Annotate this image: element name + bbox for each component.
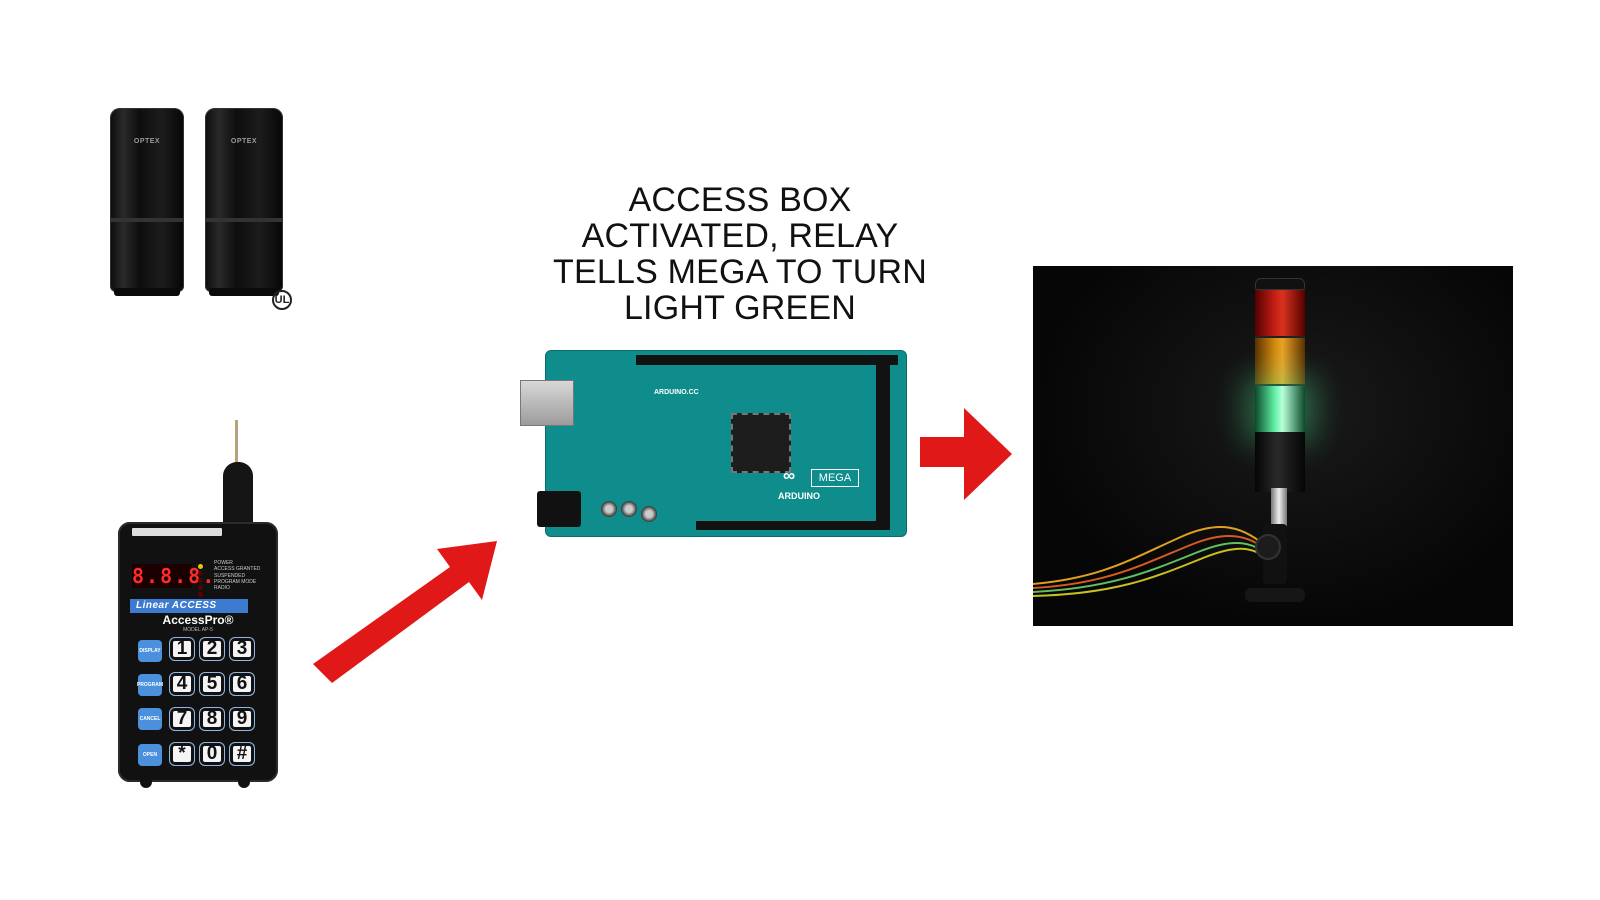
- key-0[interactable]: 0: [200, 743, 224, 765]
- diagram-caption: ACCESS BOX ACTIVATED, RELAY TELLS MEGA T…: [510, 182, 970, 326]
- sensor-band: [110, 218, 184, 222]
- status-led: [198, 592, 203, 597]
- light-base: [1245, 588, 1305, 602]
- key-hash[interactable]: #: [230, 743, 254, 765]
- status-led: [198, 564, 203, 569]
- arrow-arduino-to-light: [920, 437, 968, 467]
- light-body: [1255, 432, 1305, 492]
- beam-sensor-left: OPTEX: [110, 108, 184, 296]
- caption-line-3: TELLS MEGA TO TURN: [553, 253, 927, 291]
- key-3[interactable]: 3: [230, 638, 254, 660]
- key-5[interactable]: 5: [200, 673, 224, 695]
- caption-line-1: ACCESS BOX: [628, 181, 852, 219]
- keypad-antenna: [235, 420, 238, 470]
- status-legend: POWER ACCESS GRANTED SUSPENDED PROGRAM M…: [214, 560, 276, 591]
- status-leds: [198, 564, 208, 598]
- usb-port: [520, 380, 574, 426]
- stack-light-photo: [1033, 266, 1513, 626]
- pin-header-top: [636, 355, 898, 365]
- light-wires: [1033, 526, 1272, 597]
- arduino-logo-icon: ∞: [783, 466, 795, 485]
- arrow-icon: [313, 541, 497, 683]
- power-jack: [537, 491, 581, 527]
- arrow-keypad-to-arduino: [313, 541, 497, 683]
- product-name: AccessPro®: [162, 613, 234, 627]
- keypad-foot: [140, 778, 152, 788]
- cancel-key[interactable]: CANCEL: [138, 708, 162, 730]
- key-9[interactable]: 9: [230, 708, 254, 730]
- sensor-brand: OPTEX: [133, 138, 161, 145]
- light-pole: [1271, 488, 1287, 526]
- arduino-mega-board: ARDUINO.CC ∞ MEGA ARDUINO: [515, 345, 910, 545]
- segment-ring: [1255, 384, 1305, 386]
- red-light-segment: [1255, 290, 1305, 336]
- open-key[interactable]: OPEN: [138, 744, 162, 766]
- mount-knob: [1255, 534, 1281, 560]
- display-key[interactable]: DISPLAY: [138, 640, 162, 662]
- capacitor: [641, 506, 657, 522]
- status-label: PROGRAM MODE: [214, 578, 257, 585]
- access-keypad: 8.8.8. POWER ACCESS GRANTED SUSPENDED PR…: [118, 522, 278, 788]
- status-led: [198, 585, 203, 590]
- keypad-foot: [238, 778, 250, 788]
- pin-header-right: [876, 365, 890, 530]
- key-1[interactable]: 1: [170, 638, 194, 660]
- sensor-foot: [209, 288, 279, 296]
- brand-banner: Linear ACCESS: [130, 599, 248, 613]
- sensor-foot: [114, 288, 180, 296]
- key-4[interactable]: 4: [170, 673, 194, 695]
- status-label: POWER: [214, 560, 233, 566]
- key-6[interactable]: 6: [230, 673, 254, 695]
- led-display: 8.8.8.: [132, 564, 217, 588]
- light-cap: [1255, 278, 1305, 290]
- caption-line-4: LIGHT GREEN: [623, 289, 857, 327]
- key-2[interactable]: 2: [200, 638, 224, 660]
- pin-header-bottom: [696, 521, 876, 530]
- sensor-band: [205, 218, 283, 222]
- status-led: [198, 571, 203, 576]
- mega-label: MEGA: [811, 469, 859, 487]
- arrow-head-icon: [964, 408, 1012, 500]
- capacitor: [601, 501, 617, 517]
- green-light-segment: [1255, 386, 1305, 432]
- caption-line-2: ACTIVATED, RELAY: [581, 217, 899, 255]
- status-label: RADIO: [214, 585, 230, 592]
- arduino-site-label: ARDUINO.CC: [654, 389, 699, 396]
- mcu-chip: [731, 413, 791, 473]
- status-label: SUSPENDED: [214, 572, 246, 579]
- sensor-brand: OPTEX: [230, 138, 258, 145]
- ul-certification-logo: UL: [272, 290, 292, 310]
- segment-ring: [1255, 336, 1305, 338]
- keypad-antenna-housing: [223, 462, 253, 532]
- program-key[interactable]: PROGRAM: [137, 674, 163, 696]
- beam-sensor-right: OPTEX: [205, 108, 283, 296]
- capacitor: [621, 501, 637, 517]
- key-star[interactable]: *: [170, 743, 194, 765]
- warning-label: [132, 528, 222, 536]
- model-label: MODEL AP-5: [183, 627, 213, 633]
- key-8[interactable]: 8: [200, 708, 224, 730]
- key-7[interactable]: 7: [170, 708, 194, 730]
- arduino-name: ARDUINO: [778, 491, 820, 501]
- status-label: ACCESS GRANTED: [214, 566, 261, 573]
- status-led: [198, 578, 203, 583]
- board-pcb: ARDUINO.CC ∞ MEGA ARDUINO: [545, 350, 907, 537]
- amber-light-segment: [1255, 338, 1305, 384]
